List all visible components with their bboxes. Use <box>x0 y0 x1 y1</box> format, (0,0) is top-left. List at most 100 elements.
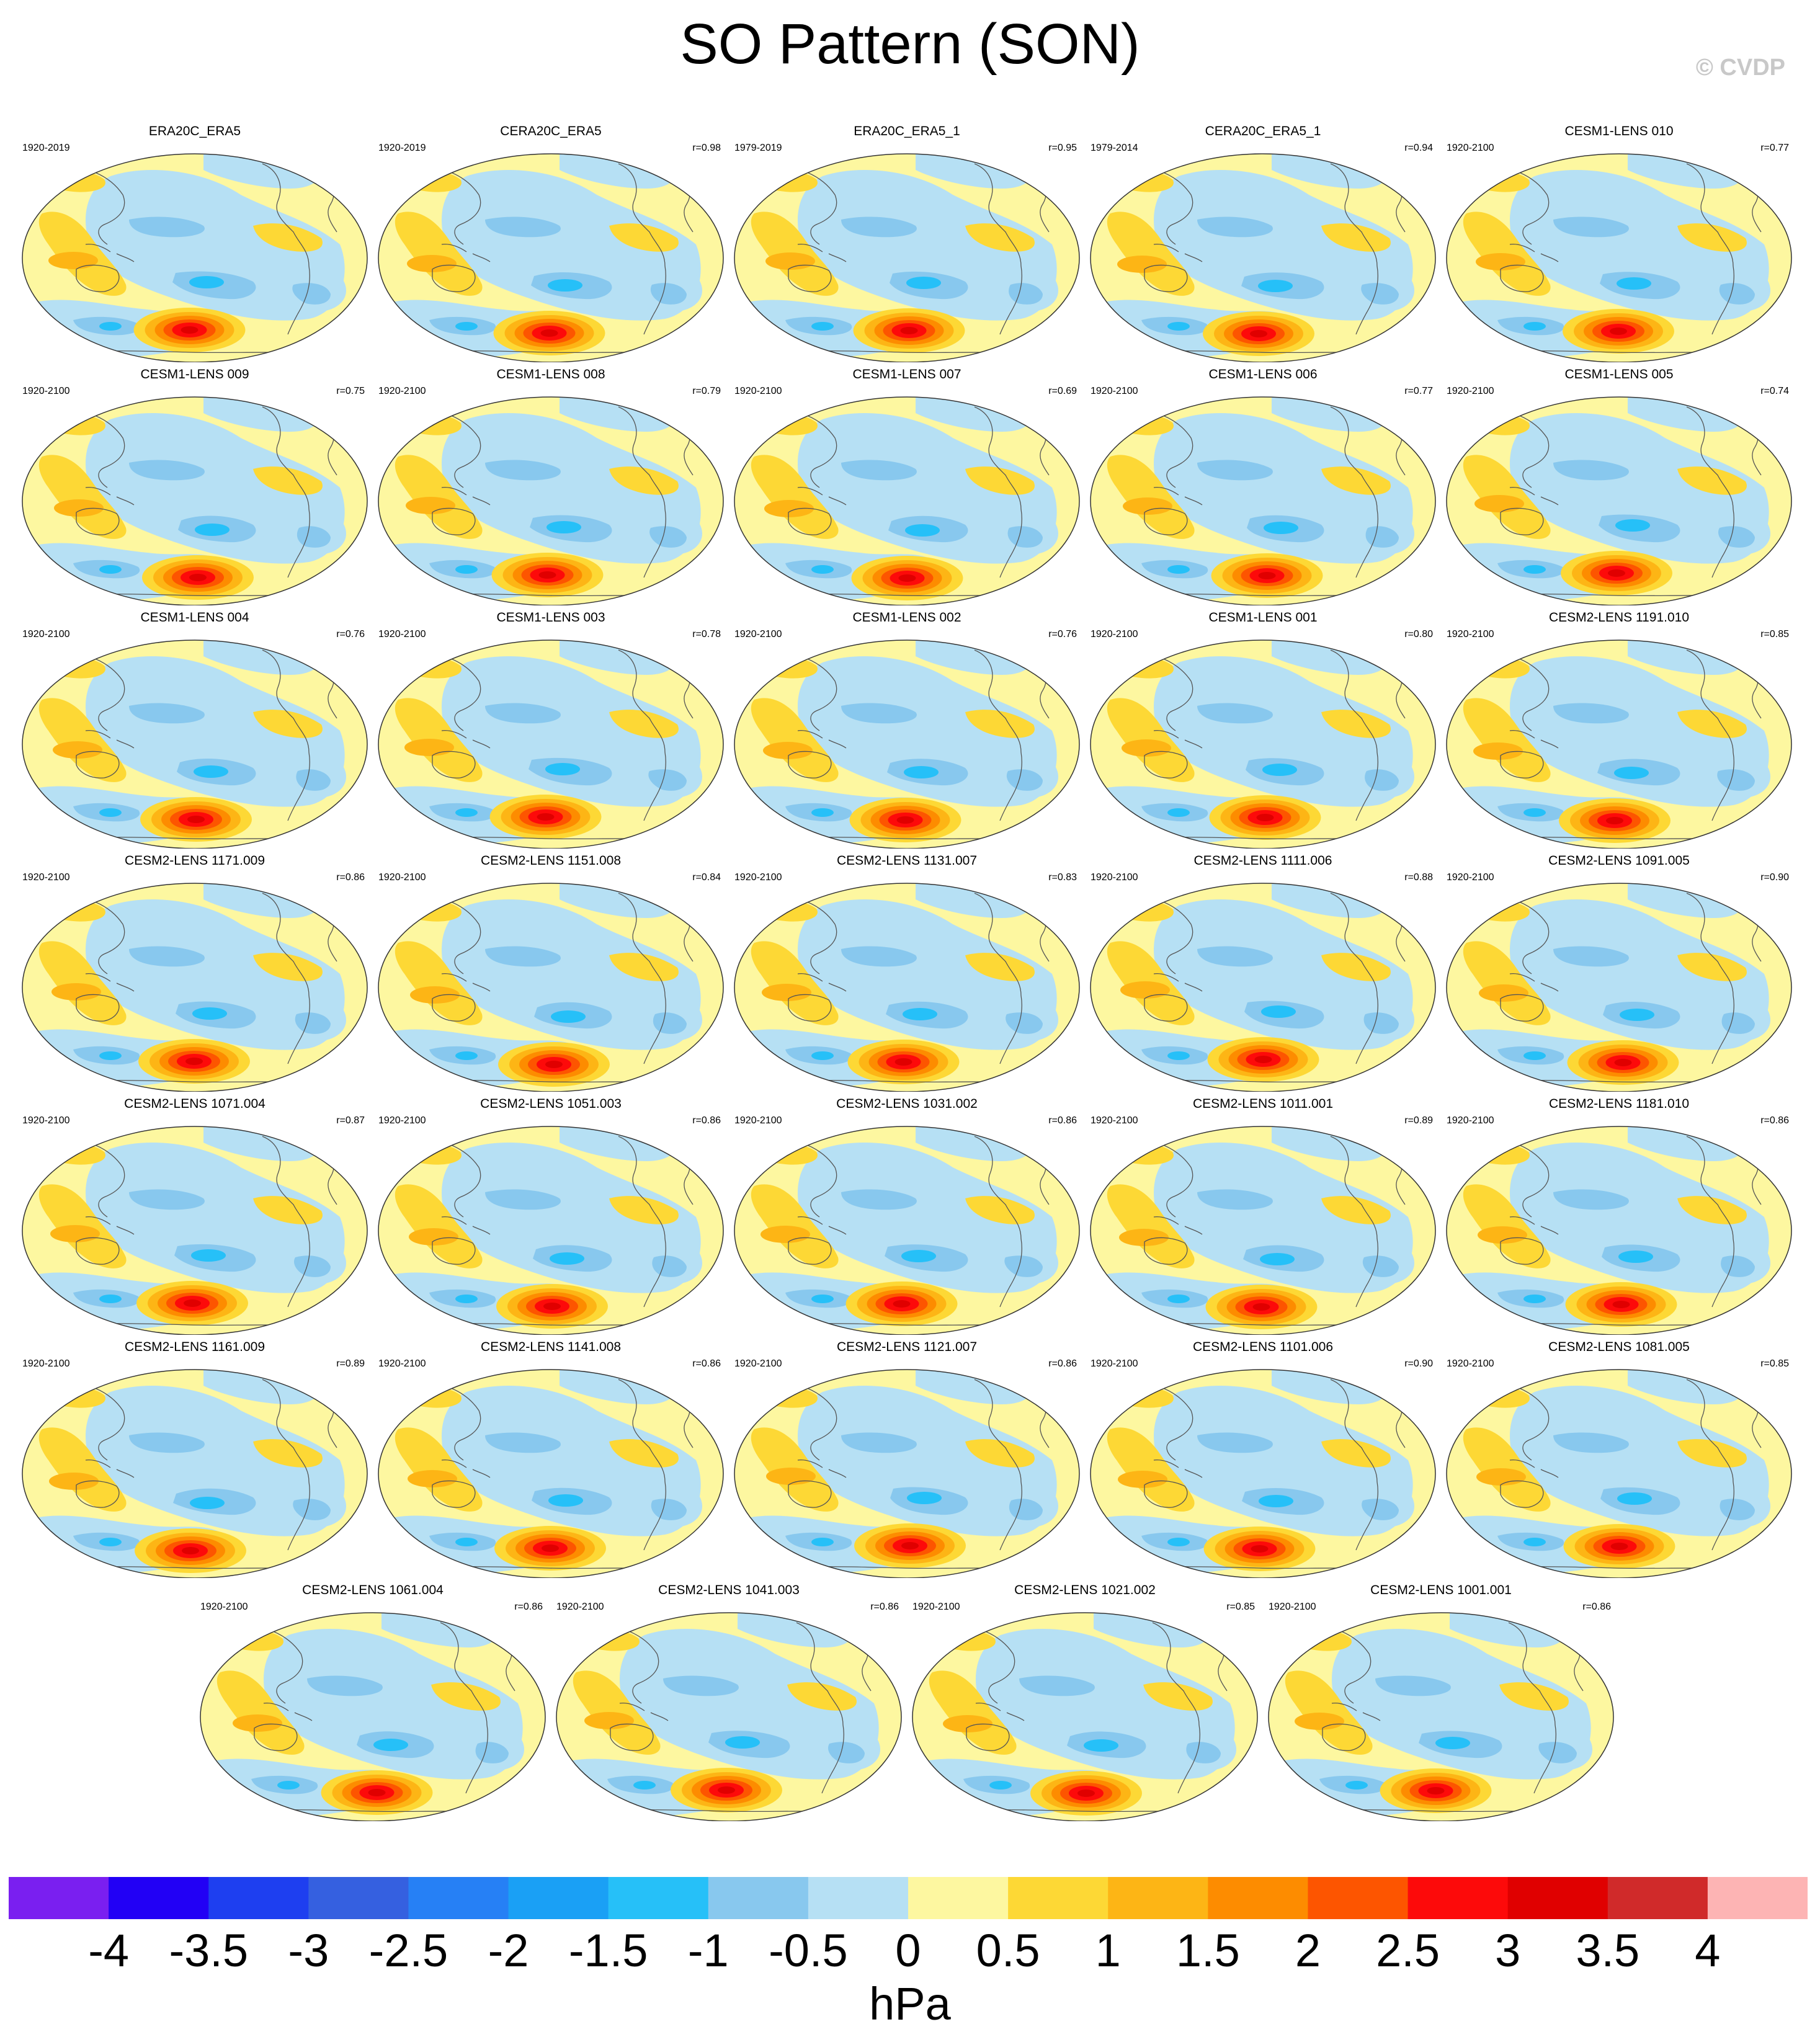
panel-title: CESM1-LENS 002 <box>852 610 961 625</box>
panel-correlation: r=0.80 <box>1404 629 1433 640</box>
pressure-field <box>1091 154 1435 362</box>
map-outline <box>1446 1126 1792 1335</box>
panel-years: 1920-2100 <box>1447 386 1494 396</box>
map-outline <box>200 1612 546 1821</box>
pressure-field <box>378 640 723 849</box>
panel-years: 1979-2019 <box>734 143 782 153</box>
panel-correlation: r=0.86 <box>514 1602 543 1612</box>
colorbar-tick-label: -3.5 <box>169 1925 248 1976</box>
pressure-field <box>1269 1613 1613 1821</box>
panel-grid: ERA20C_ERA5 1920-2019 CERA20C_ERA5 1920-201… <box>17 124 1796 1821</box>
colorbar-tick-label: 3 <box>1495 1925 1521 1976</box>
colorbar-tick-label: 0.5 <box>976 1925 1040 1976</box>
panel-correlation: r=0.86 <box>692 1115 721 1126</box>
colorbar-swatch <box>408 1877 509 1919</box>
map-panel: CESM2-LENS 1161.009 1920-2100 r=0.89 <box>17 1340 372 1578</box>
panel-title: CESM2-LENS 1161.009 <box>124 1340 265 1354</box>
map-canvas <box>734 396 1080 605</box>
panel-correlation: r=0.75 <box>336 386 365 396</box>
colorbar-tick-label: -3 <box>288 1925 329 1976</box>
colorbar-swatch <box>1507 1877 1608 1919</box>
panel-years: 1920-2100 <box>1091 1115 1138 1126</box>
colorbar-swatch <box>109 1877 209 1919</box>
panel-years: 1920-2100 <box>1091 629 1138 640</box>
panel-years: 1920-2100 <box>734 872 782 883</box>
panel-title: CESM2-LENS 1101.006 <box>1192 1340 1334 1354</box>
map-outline <box>22 153 368 362</box>
map-outline <box>1090 1126 1436 1335</box>
panel-title: CESM2-LENS 1081.005 <box>1548 1340 1690 1354</box>
map-panel: CESM2-LENS 1051.003 1920-2100 r=0.86 <box>373 1097 728 1335</box>
map-outline <box>1446 640 1792 849</box>
pressure-field <box>1447 397 1791 605</box>
pressure-field <box>378 1126 723 1335</box>
map-canvas <box>1090 1369 1436 1578</box>
map-panel: CESM2-LENS 1081.005 1920-2100 r=0.85 <box>1442 1340 1796 1578</box>
map-canvas <box>22 883 368 1092</box>
pressure-field <box>734 883 1079 1092</box>
panel-correlation: r=0.84 <box>692 872 721 883</box>
panel-correlation: r=0.86 <box>1582 1602 1611 1612</box>
map-panel: CERA20C_ERA5_1 1979-2014 r=0.94 <box>1086 124 1440 362</box>
panel-correlation: r=0.94 <box>1404 143 1433 153</box>
panel-correlation: r=0.86 <box>870 1602 899 1612</box>
map-outline <box>1090 883 1436 1092</box>
panel-years: 1920-2100 <box>22 1115 70 1126</box>
colorbar-swatch <box>1707 1877 1808 1919</box>
panel-title: CESM2-LENS 1011.001 <box>1192 1097 1334 1111</box>
pressure-field <box>1447 154 1791 362</box>
panel-title: CESM1-LENS 006 <box>1208 367 1318 381</box>
colorbar-tick-label: 2.5 <box>1376 1925 1440 1976</box>
pressure-field <box>22 397 367 605</box>
panel-correlation: r=0.95 <box>1048 143 1077 153</box>
colorbar-tick-label: 4 <box>1695 1925 1721 1976</box>
panel-title: CESM2-LENS 1191.010 <box>1548 610 1690 625</box>
map-outline <box>1090 153 1436 362</box>
copyright-label: © CVDP <box>1695 55 1785 81</box>
panel-correlation: r=0.85 <box>1226 1602 1255 1612</box>
map-outline <box>22 1369 368 1578</box>
map-outline <box>22 640 368 849</box>
colorbar-tick-label: -1 <box>687 1925 729 1976</box>
panel-correlation: r=0.76 <box>1048 629 1077 640</box>
pressure-field <box>556 1613 901 1821</box>
colorbar-swatch <box>1008 1877 1109 1919</box>
panel-years: 1920-2100 <box>734 629 782 640</box>
map-panel: CESM2-LENS 1131.007 1920-2100 r=0.83 <box>729 854 1084 1092</box>
pressure-field <box>378 154 723 362</box>
panel-years: 1920-2100 <box>378 629 426 640</box>
panel-correlation: r=0.86 <box>692 1358 721 1369</box>
map-panel: CESM2-LENS 1071.004 1920-2100 r=0.87 <box>17 1097 372 1335</box>
panel-years: 1920-2100 <box>200 1602 248 1612</box>
map-panel: CESM2-LENS 1111.006 1920-2100 r=0.88 <box>1086 854 1440 1092</box>
colorbar-tick-label: -1.5 <box>568 1925 648 1976</box>
map-panel: CESM2-LENS 1121.007 1920-2100 r=0.86 <box>729 1340 1084 1578</box>
panel-title: CESM2-LENS 1121.007 <box>836 1340 978 1354</box>
panel-years: 1920-2100 <box>378 1358 426 1369</box>
panel-title: CESM2-LENS 1111.006 <box>1193 854 1332 868</box>
panel-years: 1920-2100 <box>556 1602 604 1612</box>
panel-title: CESM2-LENS 1001.001 <box>1370 1583 1512 1597</box>
panel-years: 1920-2100 <box>22 1358 70 1369</box>
panel-correlation: r=0.90 <box>1760 872 1789 883</box>
panel-title: CESM2-LENS 1091.005 <box>1548 854 1690 868</box>
pressure-field <box>22 883 367 1092</box>
panel-correlation: r=0.86 <box>1760 1115 1789 1126</box>
panel-correlation: r=0.98 <box>692 143 721 153</box>
map-outline <box>912 1612 1258 1821</box>
map-canvas <box>1446 396 1792 605</box>
map-panel: CESM1-LENS 002 1920-2100 r=0.76 <box>729 610 1084 849</box>
map-panel: CESM1-LENS 003 1920-2100 r=0.78 <box>373 610 728 849</box>
page-title: SO Pattern (SON) <box>680 12 1140 76</box>
map-panel: CESM1-LENS 009 1920-2100 r=0.75 <box>17 367 372 605</box>
map-canvas <box>1446 883 1792 1092</box>
pressure-field <box>200 1613 545 1821</box>
map-panel: CESM2-LENS 1061.004 1920-2100 r=0.86 <box>195 1583 550 1821</box>
map-outline <box>378 396 724 605</box>
colorbar <box>9 1877 1808 1919</box>
panel-years: 1920-2100 <box>1091 386 1138 396</box>
map-outline <box>1268 1612 1614 1821</box>
map-outline <box>1446 1369 1792 1578</box>
colorbar-tick-label: 3.5 <box>1576 1925 1640 1976</box>
map-canvas <box>200 1612 546 1821</box>
